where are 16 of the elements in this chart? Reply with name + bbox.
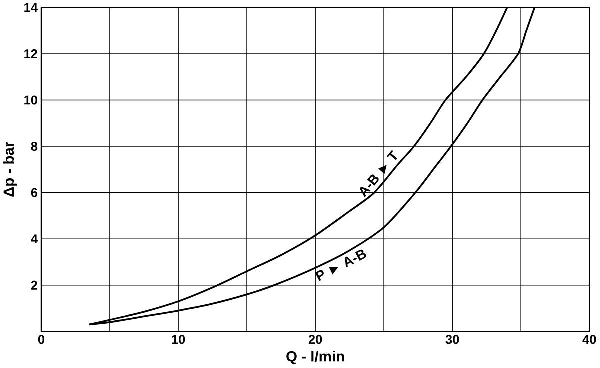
y-tick-label: 6	[31, 188, 38, 198]
x-tick-label: 30	[446, 335, 460, 344]
x-axis-title: Q - l/min	[286, 351, 344, 365]
y-tick-label: 12	[24, 50, 38, 58]
x-tick-label: 40	[582, 335, 596, 344]
text: P ► A-B	[315, 250, 366, 282]
y-tick-label: 10	[24, 96, 38, 105]
y-tick-label: 4	[31, 234, 38, 244]
y-tick-label: 2	[31, 280, 38, 290]
y-tick-label: 14	[24, 3, 38, 12]
x-tick-label: 10	[172, 335, 186, 344]
text: A-B ► T	[360, 150, 398, 198]
y-axis-title: Δp - bar	[3, 142, 18, 197]
x-tick-label: 20	[308, 335, 322, 344]
y-tick-label: 8	[31, 142, 38, 152]
x-tick-label: 0	[38, 335, 45, 344]
